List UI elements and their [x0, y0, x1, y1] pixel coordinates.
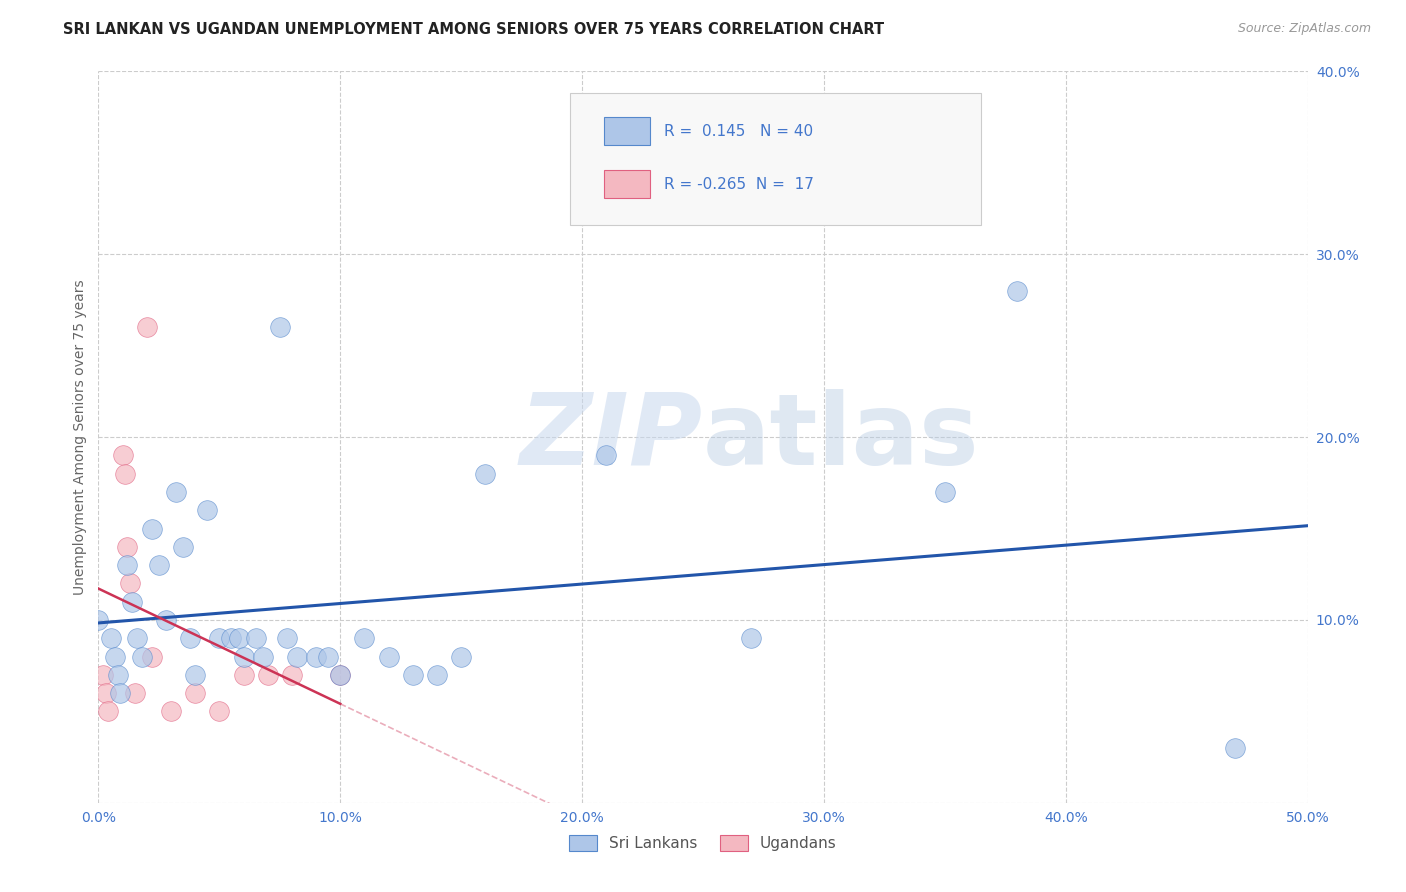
Point: [131, 649, 153, 664]
Point: [740, 632, 762, 646]
Text: Source: ZipAtlas.com: Source: ZipAtlas.com: [1237, 22, 1371, 36]
FancyBboxPatch shape: [603, 170, 650, 198]
Point: [124, 686, 146, 700]
Point: [402, 667, 425, 681]
Point: [377, 649, 399, 664]
Point: [121, 594, 143, 608]
Point: [285, 649, 308, 664]
Point: [228, 632, 250, 646]
Point: [117, 540, 139, 554]
FancyBboxPatch shape: [603, 118, 650, 145]
Point: [450, 649, 472, 664]
Point: [118, 576, 141, 591]
Point: [117, 558, 139, 573]
Point: [208, 632, 231, 646]
Point: [245, 632, 267, 646]
Point: [141, 649, 163, 664]
Point: [135, 320, 157, 334]
Point: [108, 686, 131, 700]
Point: [252, 649, 274, 664]
FancyBboxPatch shape: [569, 94, 981, 225]
Point: [1007, 284, 1029, 298]
Legend: Sri Lankans, Ugandans: Sri Lankans, Ugandans: [564, 830, 842, 857]
Point: [329, 667, 352, 681]
Text: ZIP: ZIP: [520, 389, 703, 485]
Point: [269, 320, 291, 334]
Point: [111, 448, 134, 462]
Point: [179, 632, 201, 646]
Point: [232, 667, 254, 681]
Point: [127, 632, 149, 646]
Point: [595, 448, 617, 462]
Point: [232, 649, 254, 664]
Point: [100, 632, 122, 646]
Point: [256, 667, 278, 681]
Point: [329, 667, 352, 681]
Text: atlas: atlas: [703, 389, 980, 485]
Point: [114, 467, 136, 481]
Point: [107, 667, 129, 681]
Point: [172, 540, 194, 554]
Text: R =  0.145   N = 40: R = 0.145 N = 40: [664, 124, 814, 139]
Point: [316, 649, 339, 664]
Point: [165, 485, 187, 500]
Point: [208, 705, 231, 719]
Point: [97, 705, 120, 719]
Point: [276, 632, 298, 646]
Point: [184, 686, 207, 700]
Point: [195, 503, 218, 517]
Point: [94, 686, 117, 700]
Point: [91, 667, 114, 681]
Point: [141, 521, 163, 535]
Point: [474, 467, 496, 481]
Point: [155, 613, 177, 627]
Point: [160, 705, 183, 719]
Point: [87, 613, 110, 627]
Text: R = -0.265  N =  17: R = -0.265 N = 17: [664, 177, 814, 192]
Point: [104, 649, 127, 664]
Y-axis label: Unemployment Among Seniors over 75 years: Unemployment Among Seniors over 75 years: [73, 279, 87, 595]
Point: [934, 485, 956, 500]
Point: [148, 558, 170, 573]
Point: [281, 667, 304, 681]
Point: [1223, 740, 1246, 755]
Point: [184, 667, 207, 681]
Point: [305, 649, 328, 664]
Text: SRI LANKAN VS UGANDAN UNEMPLOYMENT AMONG SENIORS OVER 75 YEARS CORRELATION CHART: SRI LANKAN VS UGANDAN UNEMPLOYMENT AMONG…: [63, 22, 884, 37]
Point: [353, 632, 375, 646]
Point: [426, 667, 449, 681]
Point: [221, 632, 243, 646]
